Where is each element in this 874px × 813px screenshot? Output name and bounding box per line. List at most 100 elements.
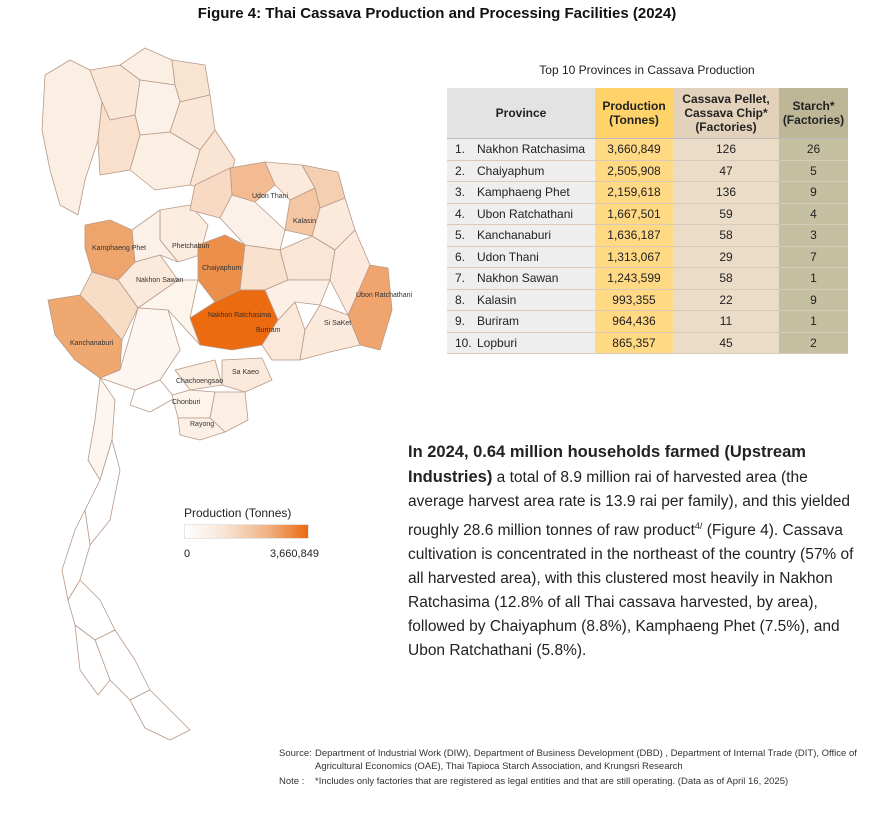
cell-province-name: Lopburi — [477, 335, 518, 350]
cell-pellet: 59 — [673, 203, 779, 225]
cell-province: 7. Nakhon Sawan — [447, 267, 595, 290]
cell-production: 964,436 — [595, 310, 673, 333]
note-row: Note : *Includes only factories that are… — [279, 776, 859, 789]
region-east-1 — [209, 391, 249, 433]
table-row: 4. Ubon Ratchathani 1,667,501 59 4 — [447, 203, 848, 225]
cell-starch: 1 — [779, 310, 848, 333]
thailand-map: Udon Thani Kalasin Kamphaeng Phet Phetch… — [40, 40, 430, 750]
cell-province: 2. Chaiyaphum — [447, 160, 595, 182]
label-kamphaeng-phet: Kamphaeng Phet — [92, 245, 146, 252]
cell-pellet: 136 — [673, 181, 779, 204]
region-chachoengsao — [174, 359, 223, 391]
cell-production: 865,357 — [595, 332, 673, 354]
cell-province: 5. Kanchanaburi — [447, 224, 595, 247]
cell-production: 1,636,187 — [595, 224, 673, 247]
cell-production: 2,505,908 — [595, 160, 673, 182]
cell-province: 8. Kalasin — [447, 289, 595, 311]
cell-province-name: Kanchanaburi — [477, 228, 552, 243]
table-row: 6. Udon Thani 1,313,067 29 7 — [447, 246, 848, 268]
cell-production: 2,159,618 — [595, 181, 673, 204]
cell-rank: 2. — [455, 163, 466, 178]
table-header-row: Province Production (Tonnes) Cassava Pel… — [447, 88, 848, 139]
cell-rank: 5. — [455, 228, 466, 243]
cell-starch: 9 — [779, 181, 848, 204]
summary-text-2: (Figure 4). Cassava cultivation is conce… — [408, 522, 854, 660]
cell-pellet: 58 — [673, 267, 779, 290]
region-south-7 — [74, 624, 111, 696]
cell-starch: 3 — [779, 224, 848, 247]
map-svg: Udon Thani Kalasin Kamphaeng Phet Phetch… — [41, 47, 412, 741]
table-row: 7. Nakhon Sawan 1,243,599 58 1 — [447, 267, 848, 290]
cell-province: 1. Nakhon Ratchasima — [447, 138, 595, 161]
cell-production: 1,313,067 — [595, 246, 673, 268]
note-label: Note : — [279, 776, 305, 787]
label-chachoengsao: Chachoengsao — [176, 378, 223, 385]
cell-production: 1,667,501 — [595, 203, 673, 225]
region-sa-kaeo — [221, 357, 273, 393]
cell-province-name: Udon Thani — [477, 249, 539, 264]
source-text: Department of Industrial Work (DIW), Dep… — [315, 748, 857, 772]
cell-province: 10. Lopburi — [447, 332, 595, 354]
cell-starch: 26 — [779, 138, 848, 161]
note-text: *Includes only factories that are regist… — [315, 776, 789, 787]
table-row: 5. Kanchanaburi 1,636,187 58 3 — [447, 224, 848, 247]
production-table: Province Production (Tonnes) Cassava Pel… — [447, 88, 848, 354]
label-nakhon-sawan: Nakhon Sawan — [136, 277, 184, 284]
cell-pellet: 22 — [673, 289, 779, 311]
region-central-n — [131, 209, 179, 263]
cell-province-name: Nakhon Sawan — [477, 271, 559, 286]
cell-province-name: Buriram — [477, 314, 520, 329]
region-south-6 — [129, 689, 191, 741]
table-row: 10. Lopburi 865,357 45 2 — [447, 332, 848, 354]
label-chaiyaphum: Chaiyaphum — [202, 265, 241, 272]
cell-province: 6. Udon Thani — [447, 246, 595, 268]
table-row: 1. Nakhon Ratchasima 3,660,849 126 26 — [447, 138, 848, 161]
cell-province-name: Kamphaeng Phet — [477, 185, 570, 200]
cell-production: 1,243,599 — [595, 267, 673, 290]
table-title: Top 10 Provinces in Cassava Production — [539, 63, 755, 77]
cell-starch: 7 — [779, 246, 848, 268]
table-row: 9. Buriram 964,436 11 1 — [447, 310, 848, 333]
cell-starch: 4 — [779, 203, 848, 225]
cell-province: 9. Buriram — [447, 310, 595, 333]
label-phetchabun: Phetchabun — [172, 243, 209, 250]
cell-pellet: 45 — [673, 332, 779, 354]
table-row: 3. Kamphaeng Phet 2,159,618 136 9 — [447, 181, 848, 204]
cell-rank: 1. — [455, 142, 466, 157]
region-north-5 — [97, 101, 141, 176]
header-pellet: Cassava Pellet, Cassava Chip* (Factories… — [673, 88, 779, 139]
table-body: 1. Nakhon Ratchasima 3,660,849 126 26 2. Chaiy… — [447, 138, 848, 354]
cell-pellet: 11 — [673, 310, 779, 333]
cell-production: 3,660,849 — [595, 138, 673, 161]
cell-starch: 1 — [779, 267, 848, 290]
legend-gradient-bar — [184, 524, 309, 539]
legend-max: 3,660,849 — [270, 548, 319, 560]
cell-province-name: Chaiyaphum — [477, 163, 545, 178]
cell-rank: 10. — [455, 335, 472, 350]
header-production: Production (Tonnes) — [595, 88, 673, 139]
label-nakhon-ratchasima: Nakhon Ratchasima — [208, 312, 271, 319]
label-ubon-ratchathani: Ubon Ratchathani — [356, 292, 412, 299]
cell-rank: 9. — [455, 314, 466, 329]
cell-starch: 9 — [779, 289, 848, 311]
label-kanchanaburi: Kanchanaburi — [70, 340, 114, 347]
region-rayong — [177, 417, 226, 441]
legend-min: 0 — [184, 548, 191, 560]
region-si-saket — [299, 304, 361, 361]
label-rayong: Rayong — [190, 421, 214, 428]
source-notes: Source: Department of Industrial Work (D… — [279, 748, 859, 792]
region-central-3 — [129, 379, 176, 413]
region-ne-8 — [329, 229, 371, 316]
cell-province: 3. Kamphaeng Phet — [447, 181, 595, 204]
label-chonburi: Chonburi — [172, 399, 201, 406]
region-north-west — [41, 59, 103, 216]
label-kalasin: Kalasin — [293, 218, 316, 225]
cell-province-name: Nakhon Ratchasima — [477, 142, 586, 157]
table-row: 2. Chaiyaphum 2,505,908 47 5 — [447, 160, 848, 182]
table-row: 8. Kalasin 993,355 22 9 — [447, 289, 848, 311]
cell-rank: 4. — [455, 206, 466, 221]
label-udon-thani: Udon Thani — [252, 193, 289, 200]
map-legend: Production (Tonnes) 0 3,660,849 — [184, 506, 344, 560]
cell-production: 993,355 — [595, 289, 673, 311]
label-si-saket: Si SaKet — [324, 320, 351, 327]
